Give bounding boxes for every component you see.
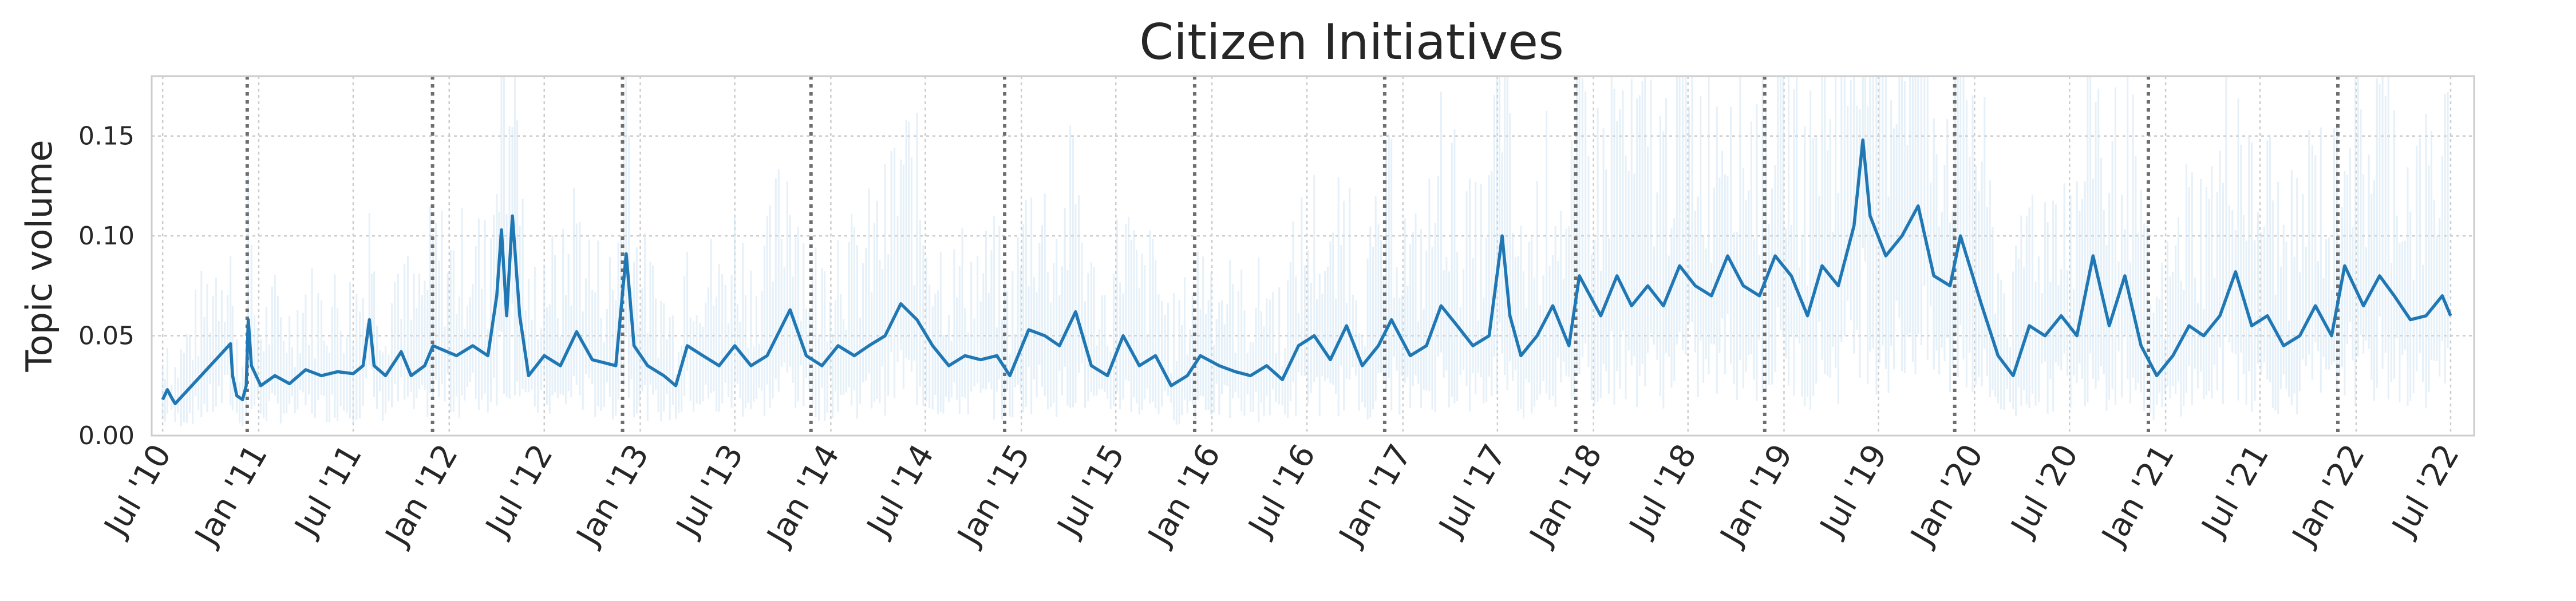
x-tick-label-21: Jan '21 [2094, 438, 2182, 553]
series-layer [161, 138, 2452, 405]
x-tick-label-2: Jul '11 [287, 438, 369, 544]
x-tick-label-7: Jan '14 [759, 438, 847, 553]
variability-band [161, 76, 2449, 427]
x-tick-label-6: Jul '13 [669, 438, 751, 544]
x-tick-label-9: Jan '15 [950, 438, 1037, 553]
x-tick-label-18: Jul '19 [1812, 438, 1895, 544]
y-tick-label-3: 0.15 [78, 122, 135, 151]
y-tick-label-2: 0.10 [78, 222, 135, 251]
x-tick-label-24: Jul '22 [2384, 438, 2467, 544]
x-tick-label-11: Jan '16 [1140, 438, 1228, 553]
plot-frame [151, 75, 2475, 437]
x-tick-label-12: Jul '16 [1240, 438, 1323, 544]
x-tick-label-8: Jul '14 [859, 438, 942, 544]
y-tick-label-0: 0.00 [78, 421, 135, 450]
x-tick-label-20: Jul '20 [2004, 438, 2086, 544]
x-tick-label-3: Jan '12 [378, 438, 465, 553]
x-tick-label-22: Jul '21 [2194, 438, 2276, 544]
chart-title: Citizen Initiatives [1139, 14, 1564, 71]
x-tick-label-17: Jan '19 [1712, 438, 1800, 553]
event-lines [245, 76, 2340, 436]
x-tick-label-10: Jul '15 [1050, 438, 1132, 544]
x-tick-label-1: Jan '11 [187, 438, 275, 553]
x-tick-label-19: Jan '20 [1903, 438, 1990, 553]
x-tick-label-14: Jul '17 [1431, 438, 1514, 544]
x-tick-label-5: Jan '13 [568, 438, 656, 553]
x-tick-label-16: Jul '18 [1622, 438, 1704, 544]
x-tick-label-15: Jan '18 [1522, 438, 1610, 553]
series-line [161, 138, 2452, 405]
y-tick-label-1: 0.05 [78, 322, 135, 351]
y-axis-label: Topic volume [18, 140, 60, 372]
y-tick-labels: 0.00 0.05 0.10 0.15 [78, 122, 135, 450]
series-spread [161, 76, 2449, 427]
x-tick-label-23: Jan '22 [2285, 438, 2372, 553]
x-tick-label-0: Jul '10 [96, 438, 179, 544]
x-tick-labels: Jul '10 Jan '11 Jul '11 Jan '12 Jul '12 Jan '… [96, 438, 2467, 553]
x-tick-label-13: Jan '17 [1332, 438, 1419, 553]
x-tick-label-4: Jul '12 [478, 438, 560, 544]
